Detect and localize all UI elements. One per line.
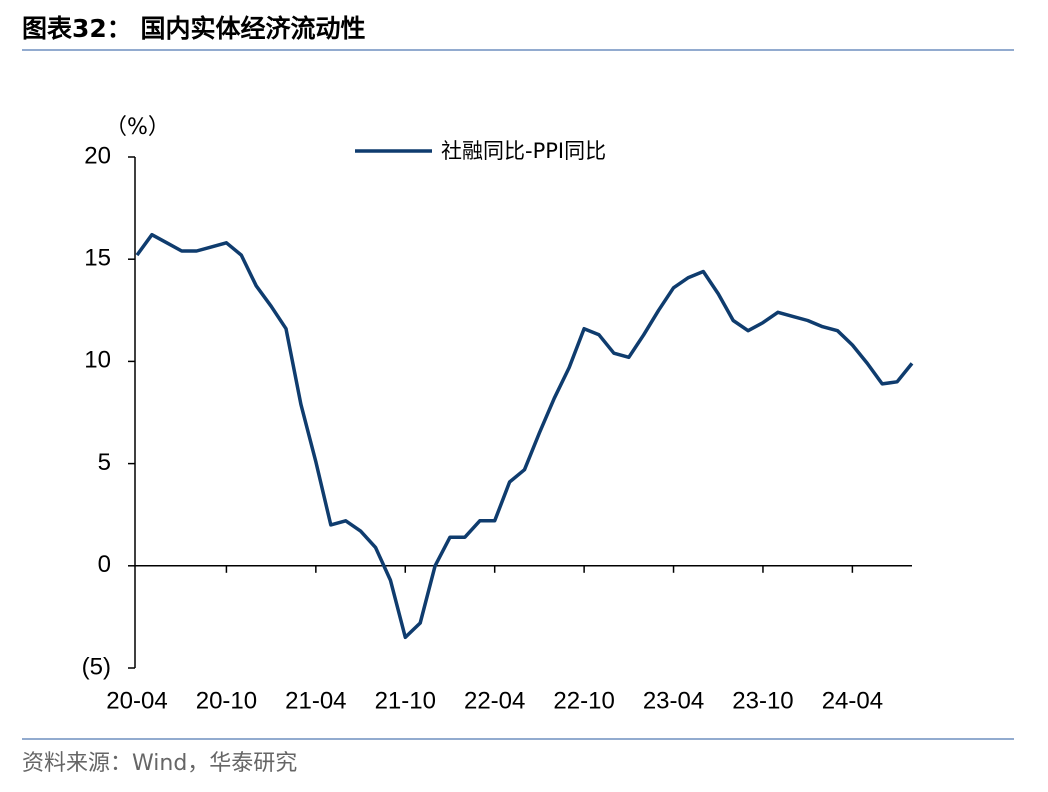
chart-title: 图表32： 国内实体经济流动性 [22,14,366,43]
x-tick-label: 21-04 [285,687,346,714]
x-tick-label: 22-10 [553,687,614,714]
x-tick-label: 20-10 [196,687,257,714]
y-unit: （%） [105,115,170,140]
source: 资料来源：Wind，华泰研究 [22,751,297,776]
y-tick-label: (5) [82,653,111,680]
x-tick-label: 24-04 [822,687,883,714]
x-tick-label: 20-04 [106,687,167,714]
x-tick-label: 23-04 [643,687,704,714]
legend-label: 社融同比-PPI同比 [441,139,606,163]
y-tick-label: 0 [98,551,111,578]
y-tick-label: 10 [84,347,111,374]
series-line [135,232,914,640]
x-tick-label: 23-10 [732,687,793,714]
y-tick-label: 5 [98,449,111,476]
x-tick-label: 22-04 [464,687,525,714]
y-tick-label: 20 [84,142,111,169]
x-tick-label: 21-10 [375,687,436,714]
y-tick-label: 15 [84,245,111,272]
